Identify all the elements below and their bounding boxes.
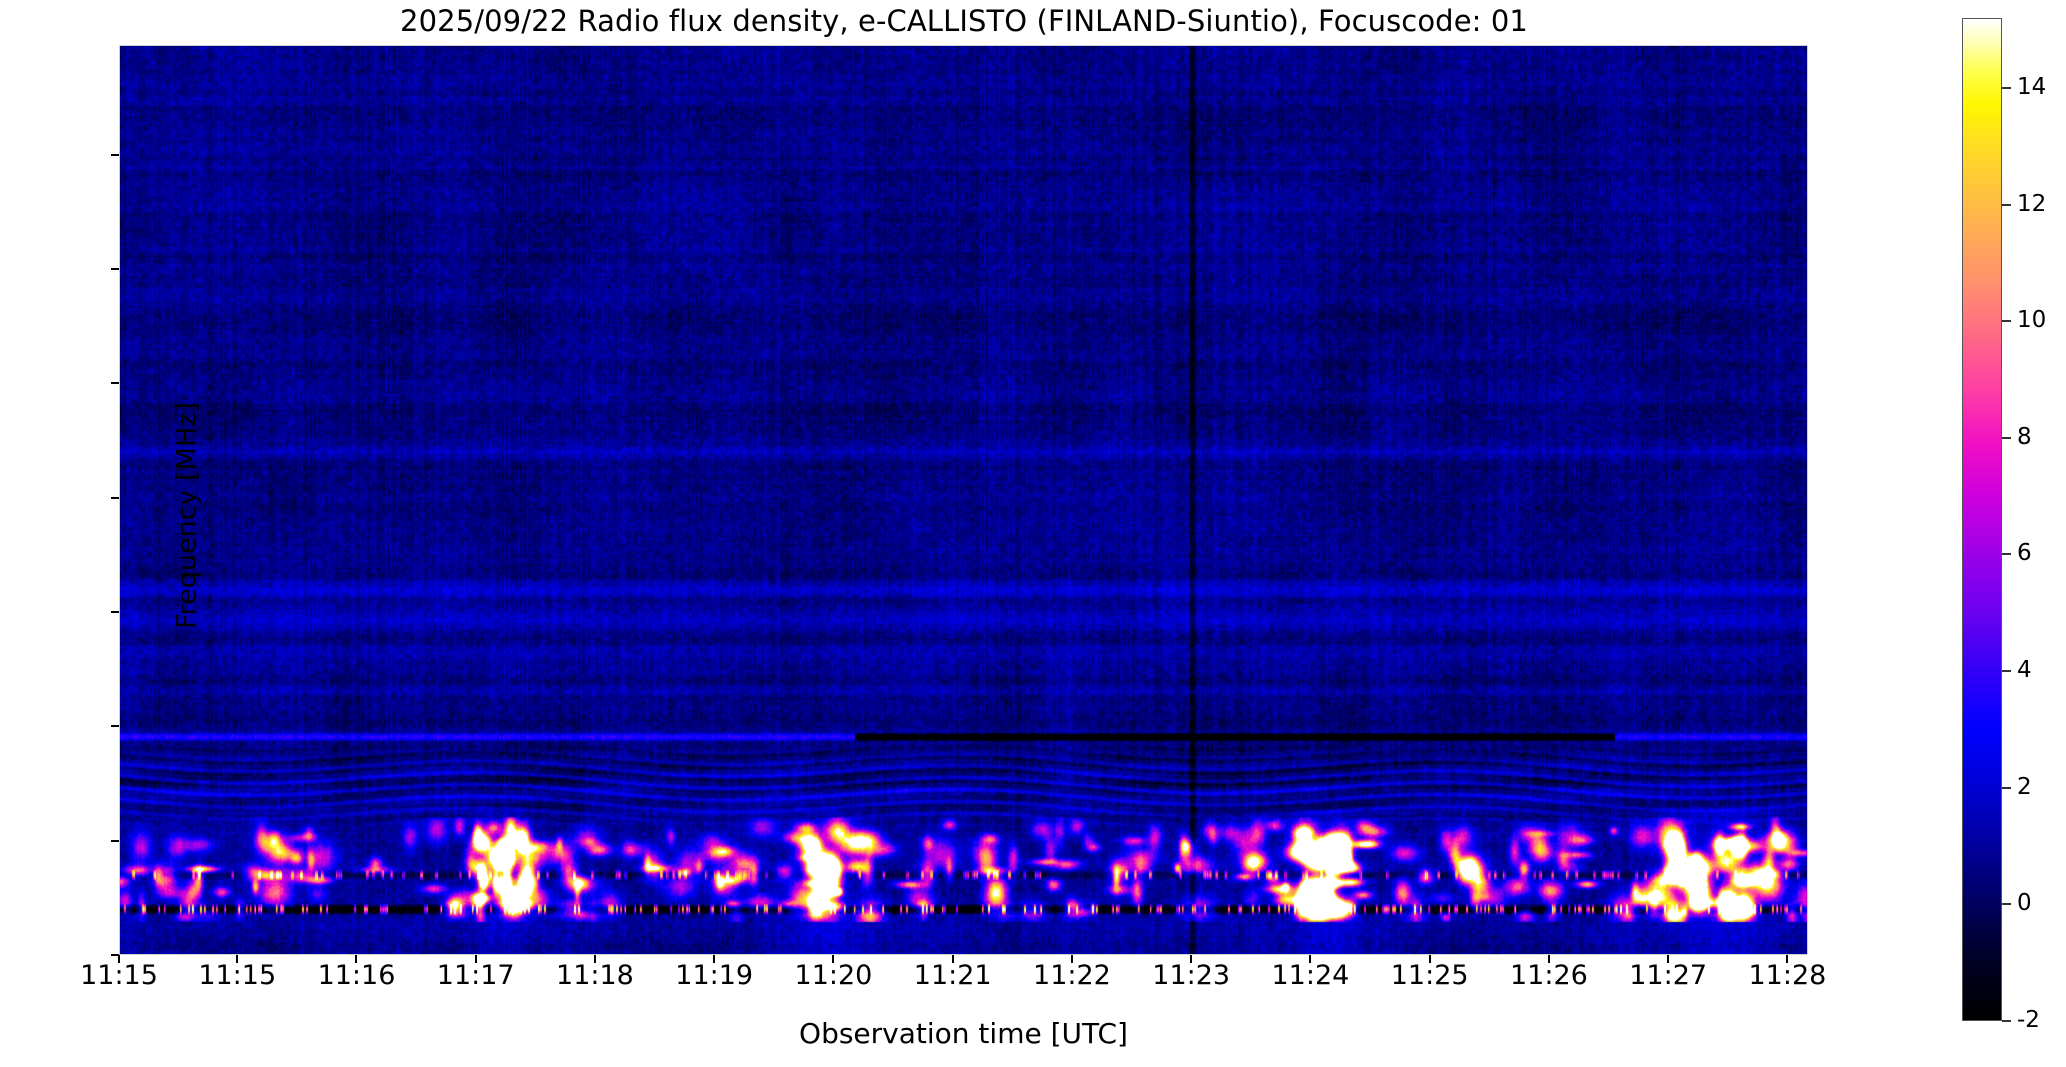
y-tick-mark: [111, 153, 119, 156]
x-tick-mark: [474, 955, 477, 963]
x-tick-mark: [832, 955, 835, 963]
colorbar-tick-mark: [2002, 553, 2011, 556]
x-tick-label: 11:24: [1271, 960, 1350, 991]
x-tick-label: 11:20: [794, 960, 873, 991]
colorbar-tick-label: 10: [2017, 307, 2047, 334]
x-tick-label: 11:25: [1390, 960, 1469, 991]
x-tick-label: 11:23: [1152, 960, 1231, 991]
colorbar-tick-mark: [2002, 86, 2011, 89]
x-tick-mark: [1428, 955, 1431, 963]
x-tick-label: 11:19: [675, 960, 754, 991]
colorbar-tick-label: 4: [2017, 657, 2032, 684]
y-axis-label: Frequency [MHz]: [171, 402, 203, 629]
x-tick-mark: [593, 955, 596, 963]
x-tick-mark: [236, 955, 239, 963]
x-tick-label: 11:21: [913, 960, 992, 991]
x-tick-label: 11:22: [1033, 960, 1111, 991]
x-tick-mark: [713, 955, 716, 963]
colorbar-tick-mark: [2002, 670, 2011, 673]
colorbar-tick-label: 0: [2017, 890, 2032, 917]
x-tick-mark: [951, 955, 954, 963]
x-tick-label: 11:15: [80, 960, 158, 991]
page-title: 2025/09/22 Radio flux density, e-CALLIST…: [400, 4, 1528, 38]
colorbar-gradient: [1962, 18, 2002, 1021]
colorbar-tick-label: -2: [2017, 1007, 2040, 1033]
colorbar-tick-label: 14: [2017, 73, 2047, 100]
colorbar-tick-label: 12: [2017, 190, 2047, 217]
colorbar-tick-mark: [2002, 1020, 2011, 1022]
x-tick-label: 11:18: [556, 960, 634, 991]
x-tick-mark: [1190, 955, 1193, 963]
colorbar-tick-mark: [2002, 320, 2011, 323]
colorbar-tick-mark: [2002, 786, 2011, 789]
colorbar-tick-label: 8: [2017, 423, 2032, 450]
x-tick-mark: [1786, 955, 1789, 963]
y-tick-mark: [111, 496, 119, 499]
x-tick-mark: [1547, 955, 1550, 963]
x-tick-mark: [1667, 955, 1670, 963]
x-tick-mark: [118, 955, 120, 963]
x-tick-label: 11:28: [1748, 960, 1827, 991]
colorbar-tick-mark: [2002, 903, 2011, 906]
y-tick-mark: [111, 382, 119, 385]
x-tick-mark: [1309, 955, 1312, 963]
colorbar-tick-label: 2: [2017, 773, 2032, 800]
x-tick-label: 11:27: [1629, 960, 1708, 991]
y-tick-mark: [111, 839, 119, 842]
x-tick-label: 11:26: [1510, 960, 1588, 991]
colorbar-tick-label: 6: [2017, 540, 2032, 567]
x-tick-mark: [1070, 955, 1073, 963]
spectrogram-plot-area[interactable]: [119, 45, 1808, 955]
colorbar[interactable]: -2 0 2 4 6 8 10 12 14: [1962, 18, 2046, 1032]
colorbar-tick-mark: [2002, 436, 2011, 439]
y-tick-mark: [111, 611, 119, 614]
y-tick-mark: [111, 268, 119, 271]
x-tick-label: 11:17: [436, 960, 515, 991]
x-tick-mark: [355, 955, 358, 963]
x-tick-label: 11:16: [317, 960, 396, 991]
x-axis-label: Observation time [UTC]: [799, 1017, 1128, 1050]
y-tick-mark: [111, 725, 119, 728]
spectrogram-image: [120, 46, 1807, 954]
y-tick-mark: [111, 954, 119, 956]
colorbar-tick-mark: [2002, 203, 2011, 206]
x-tick-label: 11:15: [198, 960, 277, 991]
